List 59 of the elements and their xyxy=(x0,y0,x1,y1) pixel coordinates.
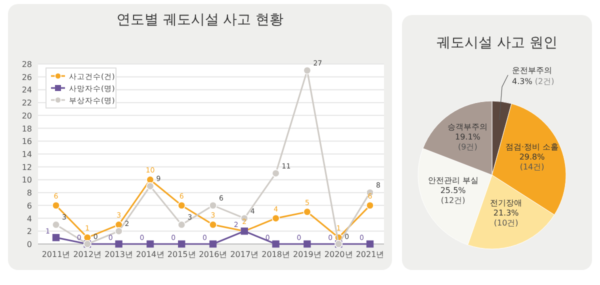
x-tick-label: 2020년 xyxy=(324,250,353,259)
point xyxy=(209,240,217,248)
chart-title: 궤도시설 사고 원인 xyxy=(436,35,558,51)
y-tick-label: 6 xyxy=(26,201,32,210)
y-tick-label: 10 xyxy=(22,176,32,185)
data-label: 4.3% (2건) xyxy=(512,77,554,86)
point xyxy=(303,66,312,74)
x-tick-label: 2016년 xyxy=(198,250,228,259)
y-tick-label: 24 xyxy=(22,86,32,95)
x-tick-label: 2017년 xyxy=(230,250,259,259)
y-tick-label: 20 xyxy=(22,111,32,120)
point xyxy=(366,240,374,248)
x-tick-label: 2014년 xyxy=(136,250,164,259)
x-tick-label: 2018년 xyxy=(262,250,290,259)
y-tick-label: 26 xyxy=(22,72,32,82)
y-tick-label: 12 xyxy=(22,162,32,172)
x-tick-label: 2015년 xyxy=(167,250,196,259)
y-tick-label: 14 xyxy=(22,150,32,159)
slice-label: 안전관리 부실 xyxy=(428,176,478,186)
y-tick-label: 28 xyxy=(22,60,32,69)
x-tick-label: 2012년 xyxy=(73,250,102,259)
point xyxy=(272,240,280,248)
chart-title: 연도별 궤도시설 사고 현황 xyxy=(116,12,284,28)
point xyxy=(114,227,123,236)
point xyxy=(52,201,60,210)
x-tick-label: 2013년 xyxy=(104,250,133,259)
point xyxy=(178,240,186,248)
point xyxy=(52,220,60,229)
slice-label: 점검·정비 소홀 xyxy=(506,142,559,152)
point xyxy=(178,220,186,229)
y-tick-label: 4 xyxy=(26,214,32,224)
data-label: 25.5% (12건) xyxy=(440,186,466,206)
point xyxy=(146,182,154,190)
point xyxy=(272,214,280,222)
point xyxy=(303,208,312,216)
y-tick-label: 22 xyxy=(22,98,32,108)
x-tick-label: 2011년 xyxy=(42,250,70,259)
slice-label: 승객부주의 xyxy=(448,122,488,132)
y-tick-label: 8 xyxy=(26,188,32,198)
y-tick-label: 16 xyxy=(22,137,32,146)
point xyxy=(209,220,217,229)
point xyxy=(366,201,374,210)
point xyxy=(178,201,186,210)
slice-label: 전기장애 xyxy=(490,198,522,208)
data-label: 29.8% (14건) xyxy=(519,152,546,172)
point xyxy=(272,169,280,178)
slice-label: 운전부주의 xyxy=(512,66,552,75)
point xyxy=(115,240,122,248)
point xyxy=(304,240,311,248)
x-tick-label: 2021년 xyxy=(356,250,384,259)
x-tick-label: 2019년 xyxy=(293,250,322,259)
point xyxy=(52,234,60,242)
y-tick-label: 18 xyxy=(22,124,32,134)
data-label: 21.3% (10건) xyxy=(493,208,520,228)
point xyxy=(146,240,154,248)
point xyxy=(209,201,217,210)
y-tick-label: 2 xyxy=(26,227,32,236)
data-label: 19.1% (9건) xyxy=(455,132,481,152)
y-tick-label: 0 xyxy=(26,240,32,249)
